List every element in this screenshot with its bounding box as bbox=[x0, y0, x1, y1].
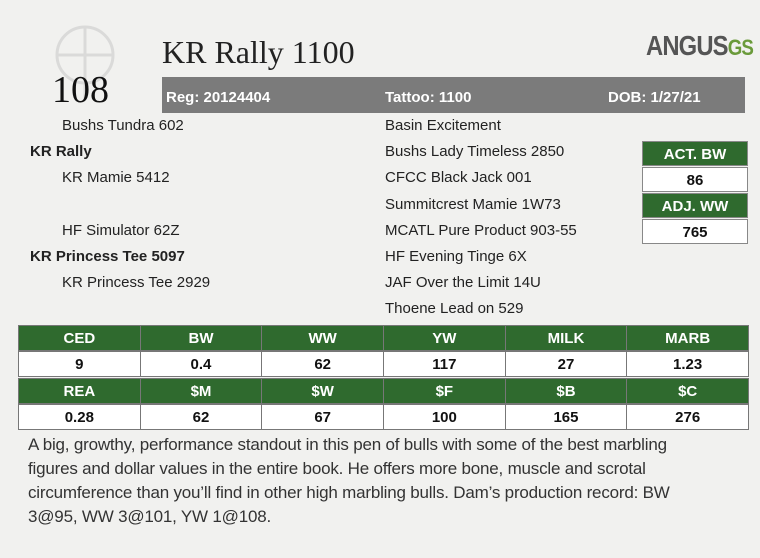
epd-header: $F bbox=[383, 377, 506, 404]
pedigree-name: MCATL Pure Product 903-55 bbox=[385, 221, 577, 239]
pedigree-name: CFCC Black Jack 001 bbox=[385, 169, 532, 187]
pedigree-name: JAF Over the Limit 14U bbox=[385, 274, 541, 292]
epd-value: 1.23 bbox=[626, 351, 749, 377]
pedigree-name: Summitcrest Mamie 1W73 bbox=[385, 195, 561, 213]
registration: Reg: 20124404 bbox=[166, 89, 271, 106]
animal-name: KR Rally 1100 bbox=[162, 34, 355, 70]
pedigree-name: KR Mamie 5412 bbox=[62, 169, 170, 187]
epd-header: MARB bbox=[626, 325, 749, 351]
epd-value: 0.4 bbox=[139, 351, 263, 377]
weight-value: 765 bbox=[642, 219, 748, 244]
pedigree-name: Thoene Lead on 529 bbox=[385, 300, 524, 318]
dob: DOB: 1/27/21 bbox=[608, 89, 701, 106]
epd-header: MILK bbox=[504, 325, 628, 351]
epd-value: 165 bbox=[504, 403, 628, 430]
pedigree-name: KR Princess Tee 2929 bbox=[62, 274, 211, 292]
epd-header: $M bbox=[139, 377, 263, 404]
epd-header: REA bbox=[18, 377, 141, 404]
epd-header: BW bbox=[139, 325, 263, 351]
epd-value: 62 bbox=[139, 403, 263, 430]
description-line: figures and dollar values in the entire … bbox=[28, 459, 646, 478]
epd-header: $W bbox=[261, 377, 384, 404]
epd-header: YW bbox=[383, 325, 506, 351]
epd-value: 62 bbox=[261, 351, 384, 377]
weight-label: ACT. BW bbox=[642, 141, 748, 166]
lot-number: 108 bbox=[52, 69, 109, 111]
epd-value: 67 bbox=[261, 403, 384, 430]
epd-header: CED bbox=[18, 325, 141, 351]
epd-value: 0.28 bbox=[18, 403, 141, 430]
pedigree-name: KR Princess Tee 5097 bbox=[30, 248, 185, 265]
weight-label: ADJ. WW bbox=[642, 193, 748, 218]
description-line: A big, growthy, performance standout in … bbox=[28, 435, 667, 454]
epd-value: 100 bbox=[383, 403, 506, 430]
epd-header: $C bbox=[626, 377, 749, 404]
pedigree-name: HF Evening Tinge 6X bbox=[385, 248, 527, 265]
pedigree-name: Bushs Tundra 602 bbox=[62, 117, 184, 134]
windmill-watermark bbox=[55, 25, 115, 100]
epd-header: $B bbox=[504, 377, 628, 404]
logo: ANGUSGS bbox=[646, 30, 754, 62]
info-bar bbox=[162, 77, 745, 113]
logo-accent: GS bbox=[727, 35, 754, 60]
epd-value: 117 bbox=[383, 351, 506, 377]
pedigree-name: KR Rally bbox=[30, 143, 92, 161]
description-line: 3@95, WW 3@101, YW 1@108. bbox=[28, 507, 272, 526]
logo-main: ANGUS bbox=[646, 30, 729, 61]
epd-value: 9 bbox=[18, 351, 141, 377]
epd-value: 276 bbox=[626, 403, 749, 430]
pedigree-name: Bushs Lady Timeless 2850 bbox=[385, 143, 565, 161]
description-line: circumference than you’ll find in other … bbox=[28, 483, 670, 502]
epd-value: 27 bbox=[504, 351, 628, 377]
weight-value: 86 bbox=[642, 167, 748, 192]
pedigree-name: Basin Excitement bbox=[385, 117, 501, 134]
pedigree-name: HF Simulator 62Z bbox=[62, 221, 180, 239]
epd-header: WW bbox=[261, 325, 384, 351]
tattoo: Tattoo: 1100 bbox=[385, 89, 472, 106]
